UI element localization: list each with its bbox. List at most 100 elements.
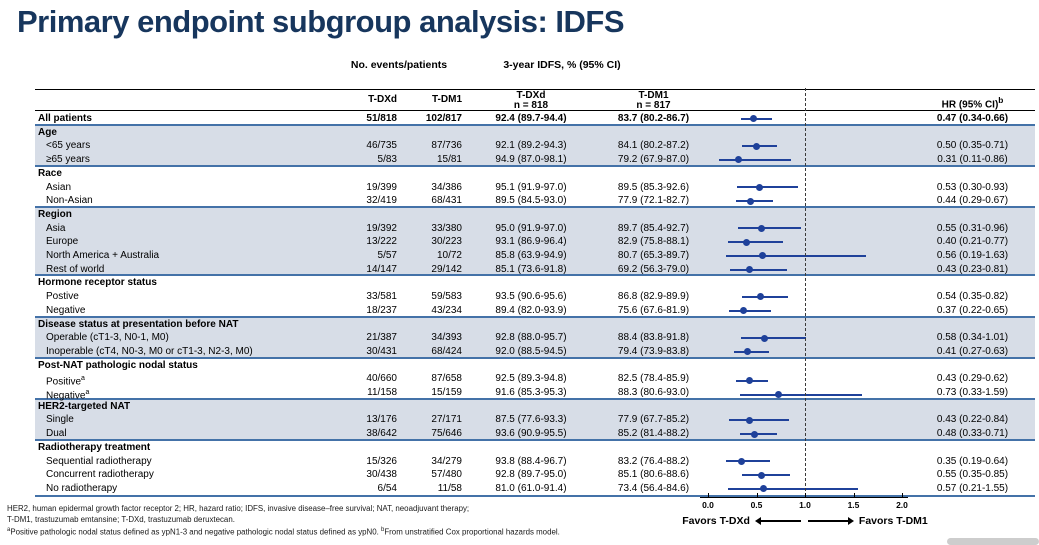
column-header-tdxd-events: T-DXd [368, 94, 397, 105]
row-label: Non-Asian [46, 195, 93, 207]
events-tdxd-value: 46/735 [366, 140, 397, 152]
forest-cell [712, 413, 910, 427]
point-estimate-marker [757, 224, 765, 232]
row-label: <65 years [46, 140, 91, 152]
idfs-tdm1-value: 88.4 (83.8-91.8) [617, 332, 690, 344]
idfs-tdm1-value: 79.4 (73.9-83.8) [617, 345, 690, 357]
forest-cell [712, 386, 910, 403]
hr-value: 0.43 (0.23-0.81) [936, 263, 1009, 275]
events-tdm1-value: 10/72 [436, 250, 462, 262]
hr-value: 0.44 (0.29-0.67) [936, 195, 1009, 207]
idfs-tdxd-value: 85.8 (63.9-94.9) [495, 250, 567, 262]
events-tdm1-value: 33/380 [431, 222, 462, 234]
idfs-tdm1-value: 85.2 (81.4-88.2) [617, 428, 690, 440]
scrollbar-thumb[interactable] [947, 538, 1039, 545]
section-header-label: Hormone receptor status [38, 277, 157, 289]
idfs-tdxd-value: 92.0 (88.5-94.5) [495, 345, 567, 357]
events-tdm1-value: 29/142 [431, 263, 462, 275]
section-header-row: Disease status at presentation before NA… [35, 318, 1035, 332]
point-estimate-marker [746, 416, 754, 424]
events-tdm1-value: 34/279 [431, 455, 462, 467]
events-tdxd-value: 19/392 [366, 222, 397, 234]
row-label: Positivea [46, 375, 85, 388]
idfs-tdm1-value: 86.8 (82.9-89.9) [617, 291, 690, 303]
section-race: Race Asian 19/399 34/386 95.1 (91.9-97.0) 89.… [35, 164, 1035, 208]
hr-value: 0.40 (0.21-0.77) [936, 236, 1009, 248]
ci-line [726, 460, 771, 463]
hr-value: 0.43 (0.29-0.62) [936, 373, 1009, 385]
idfs-tdm1-value: 77.9 (67.7-85.2) [617, 414, 690, 426]
table-row: Rest of world 14/147 29/142 85.1 (73.6-91.8… [35, 263, 1035, 277]
events-tdxd-value: 13/222 [366, 236, 397, 248]
table-row: Operable (cT1-3, N0-1, M0) 21/387 34/393 92… [35, 331, 1035, 345]
point-estimate-marker [734, 156, 742, 164]
ci-line [736, 200, 773, 203]
hr-value: 0.58 (0.34-1.01) [936, 332, 1009, 344]
axis-tick-label: 0.5 [750, 500, 763, 510]
events-tdm1-value: 102/817 [425, 113, 462, 124]
section-header-row: Race [35, 167, 1035, 181]
table-row: Sequential radiotherapy 15/326 34/279 93.8 … [35, 455, 1035, 469]
events-tdm1-value: 15/159 [431, 387, 462, 399]
forest-cell [712, 249, 910, 263]
events-tdxd-value: 32/419 [366, 195, 397, 207]
events-tdxd-value: 14/147 [366, 263, 397, 275]
idfs-tdm1-value: 89.5 (85.3-92.6) [617, 181, 690, 193]
events-tdxd-value: 30/431 [366, 345, 397, 357]
point-estimate-marker [746, 377, 754, 385]
events-tdm1-value: 43/234 [431, 304, 462, 316]
idfs-tdm1-value: 73.4 (56.4-84.6) [617, 482, 690, 494]
reference-line [805, 88, 806, 496]
ci-line [741, 295, 788, 298]
group-header-events: No. events/patients [350, 59, 448, 71]
table-row: Asia 19/392 33/380 95.0 (91.9-97.0) 89.7 (85… [35, 222, 1035, 236]
idfs-tdm1-value: 69.2 (56.3-79.0) [617, 263, 690, 275]
table-row: <65 years 46/735 87/736 92.1 (89.2-94.3) 84.… [35, 139, 1035, 153]
axis-tick-label: 1.5 [847, 500, 860, 510]
forest-cell [712, 304, 910, 318]
axis-tick [853, 493, 855, 497]
idfs-tdm1-value: 75.6 (67.6-81.9) [617, 304, 690, 316]
header-bottom-rule [35, 110, 1035, 111]
events-tdm1-value: 68/431 [431, 195, 462, 207]
idfs-tdxd-value: 92.8 (89.7-95.0) [495, 469, 567, 481]
table-row: Single 13/176 27/171 87.5 (77.6-93.3) 77.9 (… [35, 413, 1035, 427]
page-title: Primary endpoint subgroup analysis: IDFS [17, 4, 625, 39]
section-header-row: Radiotherapy treatment [35, 441, 1035, 455]
ci-line [738, 227, 802, 230]
idfs-tdxd-value: 92.8 (88.0-95.7) [495, 332, 567, 344]
section-post-nat-pathologic-nodal-status: Post-NAT pathologic nodal status Positive… [35, 356, 1035, 403]
axis-tick [756, 493, 758, 497]
row-label: Negative [46, 304, 86, 316]
ci-line [737, 186, 799, 189]
table-row: Non-Asian 32/419 68/431 89.5 (84.5-93.0) 77.… [35, 194, 1035, 208]
hr-value: 0.53 (0.30-0.93) [936, 181, 1009, 193]
row-label: Rest of world [46, 263, 105, 275]
section-header-label: Post-NAT pathologic nodal status [38, 359, 198, 371]
section-header-row: Region [35, 208, 1035, 222]
hr-value: 0.43 (0.22-0.84) [936, 414, 1009, 426]
column-header-tdm1-idfs: T-DM1 n = 817 [636, 90, 671, 111]
point-estimate-marker [744, 348, 752, 356]
hr-value: 0.54 (0.35-0.82) [936, 291, 1009, 303]
idfs-tdm1-value: 84.1 (80.2-87.2) [617, 140, 690, 152]
row-label: All patients [38, 113, 92, 124]
forest-cell [712, 153, 910, 167]
idfs-tdm1-value: 83.7 (80.2-86.7) [617, 113, 690, 124]
forest-cell [712, 372, 910, 389]
row-label: Concurrent radiotherapy [46, 469, 154, 481]
group-header-idfs: 3-year IDFS, % (95% CI) [503, 59, 621, 71]
forest-cell [712, 455, 910, 469]
events-tdm1-value: 87/658 [431, 373, 462, 385]
row-label: Asian [46, 181, 72, 193]
row-label: No radiotherapy [46, 482, 118, 494]
ci-line [729, 309, 772, 312]
section-header-label: Race [38, 167, 62, 179]
events-tdxd-value: 19/399 [366, 181, 397, 193]
events-tdm1-value: 59/583 [431, 291, 462, 303]
table-row: Positivea 40/660 87/658 92.5 (89.3-94.8) 82.… [35, 372, 1035, 389]
idfs-tdxd-value: 87.5 (77.6-93.3) [495, 414, 567, 426]
section-all-patients: All patients 51/818 102/817 92.4 (89.7-94.4… [35, 112, 1035, 126]
point-estimate-marker [740, 307, 748, 315]
events-tdm1-value: 68/424 [431, 345, 462, 357]
